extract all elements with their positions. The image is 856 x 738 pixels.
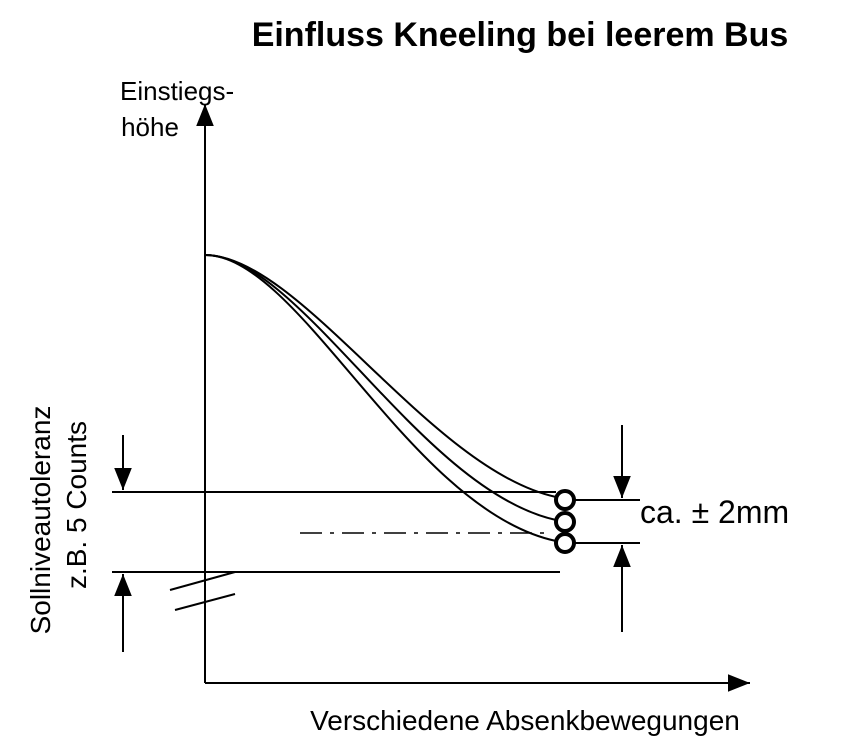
curve [204, 254, 557, 498]
tolerance-label: Sollniveautoleranz [25, 406, 56, 635]
curve [204, 254, 557, 521]
x-axis-label: Verschiedene Absenkbewegungen [310, 705, 740, 736]
curve [204, 254, 557, 542]
tolerance-label: z.B. 5 Counts [61, 421, 92, 589]
axis-break [169, 571, 236, 591]
end-point [554, 511, 576, 533]
y-axis-label: Einstiegs- [120, 76, 234, 106]
axis-break [174, 593, 236, 611]
delta-label: ca. ± 2mm [640, 494, 789, 530]
end-point [554, 532, 576, 554]
title: Einfluss Kneeling bei leerem Bus [252, 16, 789, 54]
end-point [554, 489, 576, 511]
y-axis-label: höhe [121, 112, 179, 142]
